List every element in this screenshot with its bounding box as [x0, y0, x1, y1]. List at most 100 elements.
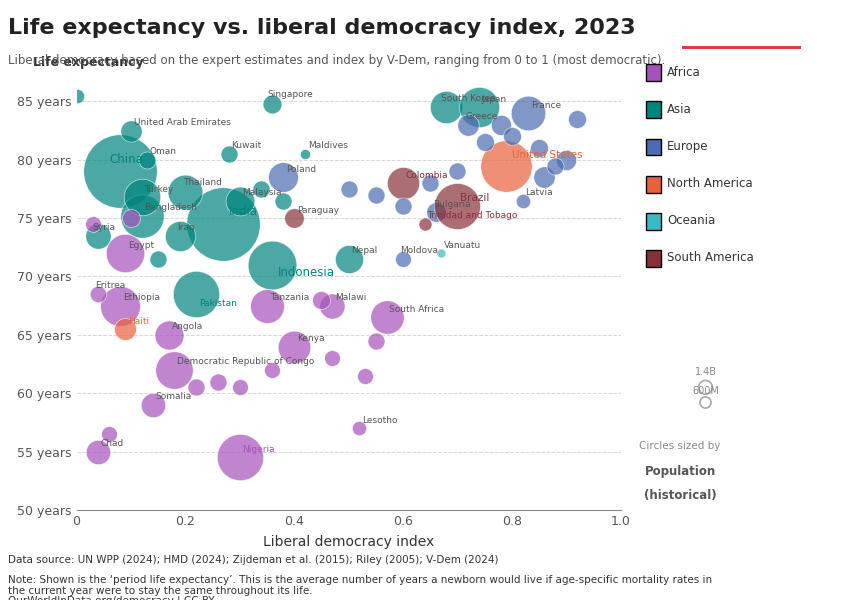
Text: Africa: Africa — [667, 65, 701, 79]
Point — [119, 324, 133, 334]
Text: OurWorldInData.org/democracy | CC BY: OurWorldInData.org/democracy | CC BY — [8, 595, 215, 600]
Point — [428, 208, 442, 217]
Point — [521, 108, 535, 118]
Point — [287, 214, 301, 223]
Text: Nepal: Nepal — [351, 247, 377, 256]
Point — [222, 149, 235, 158]
Text: Population: Population — [644, 465, 716, 478]
Point — [178, 188, 192, 197]
Point — [699, 398, 712, 407]
Text: Latvia: Latvia — [525, 188, 552, 197]
Point — [162, 330, 176, 340]
Text: China: China — [109, 152, 143, 166]
Text: Note: Shown is the ‘period life expectancy’. This is the average number of years: Note: Shown is the ‘period life expectan… — [8, 575, 712, 596]
Text: Tanzania: Tanzania — [269, 293, 309, 302]
Text: Kenya: Kenya — [297, 334, 325, 343]
Point — [287, 342, 301, 352]
Text: Malaysia: Malaysia — [242, 188, 282, 197]
Point — [423, 178, 437, 188]
Point — [396, 178, 410, 188]
Point — [233, 452, 246, 462]
Point — [151, 254, 165, 264]
Text: Ethiopia: Ethiopia — [122, 293, 160, 302]
Text: Singapore: Singapore — [267, 90, 313, 99]
Text: Europe: Europe — [667, 140, 709, 153]
Point — [380, 313, 394, 322]
Text: Thailand: Thailand — [183, 178, 222, 187]
Text: Asia: Asia — [667, 103, 692, 116]
Point — [478, 137, 491, 147]
Point — [342, 184, 355, 194]
Point — [439, 103, 453, 112]
Point — [113, 167, 127, 176]
Text: Malawi: Malawi — [335, 293, 366, 302]
Text: in Data: in Data — [720, 35, 763, 45]
Point — [342, 254, 355, 264]
Point — [255, 184, 269, 194]
Point — [559, 155, 573, 164]
Text: (historical): (historical) — [643, 489, 717, 502]
Text: Pakistan: Pakistan — [199, 299, 237, 308]
Text: Life expectancy vs. liberal democracy index, 2023: Life expectancy vs. liberal democracy in… — [8, 18, 636, 38]
Point — [86, 219, 99, 229]
Point — [532, 143, 546, 153]
Point — [265, 260, 279, 269]
Point — [369, 190, 382, 200]
Point — [92, 447, 105, 457]
Point — [326, 353, 339, 363]
Text: Oceania: Oceania — [667, 214, 716, 227]
Text: Colombia: Colombia — [405, 170, 448, 179]
Text: Lesotho: Lesotho — [362, 416, 398, 425]
Point — [462, 120, 475, 130]
Point — [450, 202, 464, 211]
Text: Kuwait: Kuwait — [231, 142, 262, 151]
Point — [494, 120, 507, 130]
Point — [358, 371, 371, 380]
Point — [450, 167, 464, 176]
Point — [190, 289, 203, 299]
Point — [124, 126, 138, 136]
Point — [135, 211, 149, 221]
Point — [113, 301, 127, 310]
Point — [473, 103, 486, 112]
Point — [298, 149, 312, 158]
Text: United Arab Emirates: United Arab Emirates — [133, 118, 230, 127]
Point — [314, 295, 328, 305]
Text: Oman: Oman — [150, 147, 177, 156]
Text: Democratic Republic of Congo: Democratic Republic of Congo — [177, 358, 314, 367]
Text: Vanuatu: Vanuatu — [444, 241, 481, 250]
Point — [119, 248, 133, 258]
Point — [102, 430, 116, 439]
Text: Iraq: Iraq — [177, 223, 195, 232]
Point — [396, 254, 410, 264]
Text: India: India — [229, 205, 258, 218]
Text: Trinidad and Tobago: Trinidad and Tobago — [428, 211, 518, 220]
Point — [265, 99, 279, 109]
Point — [570, 114, 584, 124]
Point — [276, 196, 290, 205]
Point — [500, 161, 513, 170]
Point — [167, 365, 181, 374]
Point — [434, 248, 448, 258]
Text: Japan: Japan — [482, 95, 507, 104]
Text: Turkey: Turkey — [144, 185, 174, 194]
Text: Greece: Greece — [466, 112, 498, 121]
Text: Our World: Our World — [711, 17, 772, 27]
Point — [146, 400, 160, 410]
Point — [217, 219, 230, 229]
Point — [396, 202, 410, 211]
Point — [369, 336, 382, 346]
Text: South Africa: South Africa — [389, 305, 445, 314]
Text: Eritrea: Eritrea — [95, 281, 126, 290]
Text: Somalia: Somalia — [156, 392, 191, 401]
Point — [92, 231, 105, 241]
Point — [260, 301, 274, 310]
Text: Syria: Syria — [93, 223, 116, 232]
Text: Indonesia: Indonesia — [278, 266, 335, 279]
Point — [699, 383, 712, 392]
Point — [265, 365, 279, 374]
Point — [173, 231, 187, 241]
Text: Egypt: Egypt — [128, 241, 155, 250]
Point — [548, 161, 562, 170]
Text: Nigeria: Nigeria — [242, 445, 275, 454]
